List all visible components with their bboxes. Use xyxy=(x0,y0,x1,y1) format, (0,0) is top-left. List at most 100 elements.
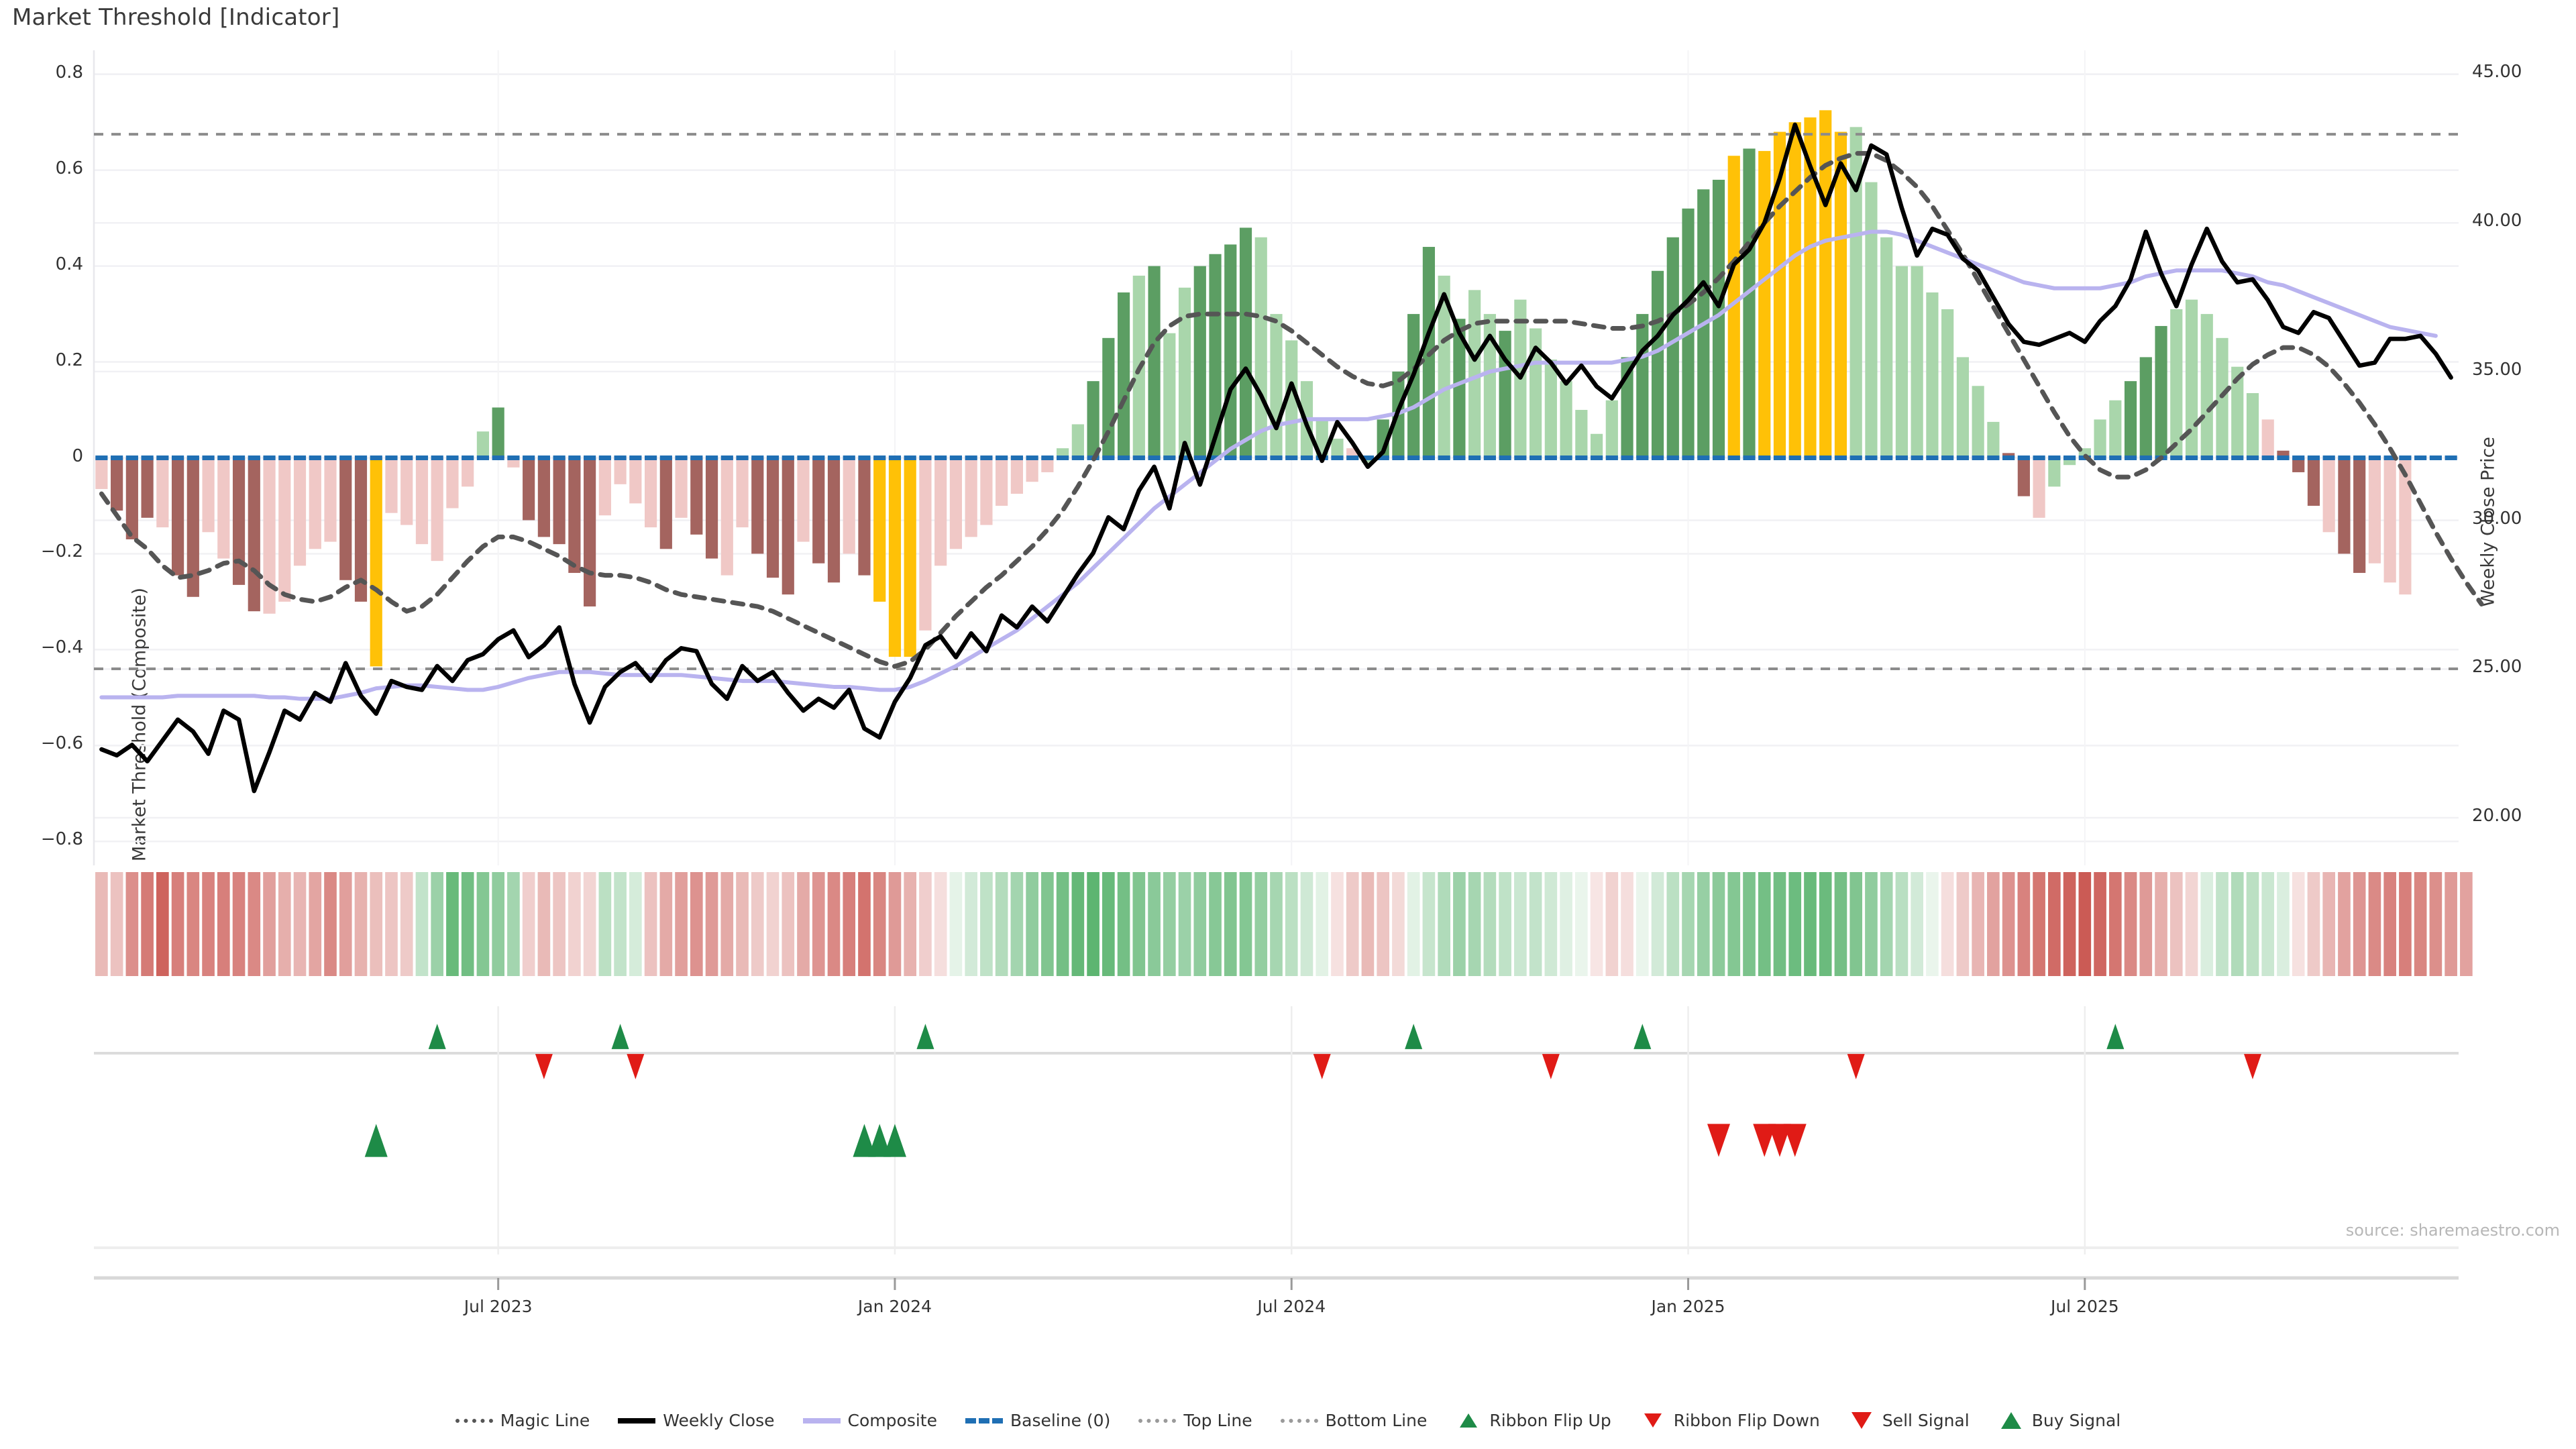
ribbon-cell xyxy=(1193,872,1207,976)
histogram-bar xyxy=(354,458,368,602)
histogram-bar xyxy=(1483,314,1496,458)
x-axis-tick: Jul 2025 xyxy=(2050,1297,2119,1316)
legend-label: Sell Signal xyxy=(1882,1411,1970,1430)
legend-item[interactable]: Buy Signal xyxy=(1998,1411,2121,1430)
histogram-bar xyxy=(293,458,307,566)
ribbon-cell xyxy=(2368,872,2381,976)
histogram-bar xyxy=(2338,458,2351,554)
histogram-bar xyxy=(2353,458,2366,574)
ribbon-cell xyxy=(1635,872,1649,976)
histogram-bar xyxy=(2399,458,2412,595)
ribbon-cell xyxy=(965,872,977,976)
ribbon-cell xyxy=(675,872,688,976)
source-watermark: source: sharemaestro.com xyxy=(2345,1221,2560,1240)
ribbon-cell xyxy=(1834,872,1847,976)
ribbon-cell xyxy=(125,872,139,976)
ribbon-cell xyxy=(507,872,520,976)
legend-item[interactable]: Bottom Line xyxy=(1280,1411,1427,1430)
histogram-bar xyxy=(1407,314,1420,458)
histogram-bar xyxy=(873,458,886,602)
legend-item[interactable]: Weekly Close xyxy=(618,1411,775,1430)
histogram-bar xyxy=(415,458,429,545)
histogram-bar xyxy=(1636,314,1649,458)
legend-item[interactable]: Magic Line xyxy=(455,1411,590,1430)
legend-item[interactable]: Composite xyxy=(802,1411,937,1430)
histogram-bar xyxy=(1331,438,1344,458)
legend-label: Ribbon Flip Down xyxy=(1673,1411,1820,1430)
histogram-bar xyxy=(1193,266,1206,458)
x-axis-tick: Jul 2024 xyxy=(1257,1297,1326,1316)
histogram-bar xyxy=(2170,309,2183,458)
ribbon-cell xyxy=(629,872,642,976)
histogram-bar xyxy=(1438,275,1450,458)
histogram-bar xyxy=(598,458,611,516)
x-axis-tick: Jul 2023 xyxy=(464,1297,533,1316)
histogram-bar xyxy=(614,458,627,484)
histogram-bar xyxy=(1727,156,1740,458)
ribbon-cell xyxy=(1621,872,1633,976)
histogram-bar xyxy=(1361,458,1375,463)
legend-line-swatch xyxy=(965,1414,1003,1428)
ribbon-cell xyxy=(1422,872,1436,976)
ribbon-cell xyxy=(1270,872,1283,976)
ribbon-cell xyxy=(1361,872,1375,976)
ribbon-cell xyxy=(537,872,551,976)
ribbon-cell xyxy=(1544,872,1558,976)
ribbon-cell xyxy=(2445,872,2457,976)
ribbon-cell xyxy=(1880,872,1893,976)
histogram-bar xyxy=(782,458,794,595)
ribbon-flip-down-marker xyxy=(1847,1054,1865,1079)
histogram-bar xyxy=(1254,237,1267,458)
histogram-bar xyxy=(2109,400,2122,458)
ribbon-cell xyxy=(1346,872,1359,976)
ribbon-cell xyxy=(766,872,780,976)
ribbon-cell xyxy=(1407,872,1420,976)
ribbon-cell xyxy=(110,872,123,976)
ribbon-cell xyxy=(263,872,276,976)
legend-item[interactable]: Baseline (0) xyxy=(965,1411,1110,1430)
ribbon-cell xyxy=(95,872,108,976)
ribbon-cell xyxy=(1987,872,2000,976)
histogram-bar xyxy=(2261,419,2274,458)
histogram-bar xyxy=(2246,393,2259,458)
legend-item[interactable]: Ribbon Flip Up xyxy=(1455,1411,1611,1430)
ribbon-cell xyxy=(1239,872,1252,976)
histogram-bar xyxy=(1010,458,1023,494)
ribbon-cell xyxy=(1941,872,1954,976)
histogram-bar xyxy=(462,458,474,487)
histogram-bar xyxy=(339,458,352,580)
legend-item[interactable]: Ribbon Flip Down xyxy=(1640,1411,1820,1430)
ribbon-cell xyxy=(2414,872,2427,976)
legend-item[interactable]: Top Line xyxy=(1138,1411,1252,1430)
y-axis-left-tick: −0.6 xyxy=(40,733,83,754)
legend-label: Magic Line xyxy=(500,1411,590,1430)
page-title: Market Threshold [Indicator] xyxy=(12,4,340,31)
ribbon-cell xyxy=(1956,872,1970,976)
histogram-bar xyxy=(171,458,184,576)
histogram-bar xyxy=(1026,458,1038,482)
histogram-bar xyxy=(2094,419,2106,458)
legend-item[interactable]: Sell Signal xyxy=(1848,1411,1970,1430)
ribbon-cell xyxy=(2231,872,2244,976)
histogram-bar xyxy=(1468,290,1481,458)
ribbon-cell xyxy=(492,872,504,976)
ribbon-cell xyxy=(1148,872,1161,976)
histogram-bar xyxy=(1117,292,1130,458)
histogram-bar xyxy=(1041,458,1054,472)
ribbon-cell xyxy=(1712,872,1725,976)
ribbon-cell xyxy=(278,872,291,976)
legend-line-swatch xyxy=(1280,1414,1318,1428)
legend-line-swatch xyxy=(802,1414,841,1428)
buy-signal-marker xyxy=(868,1124,892,1157)
ribbon-cell xyxy=(1209,872,1222,976)
ribbon-cell xyxy=(1651,872,1664,976)
histogram-bar xyxy=(644,458,657,528)
ribbon-cell xyxy=(751,872,764,976)
ribbon-cell xyxy=(385,872,398,976)
ribbon-cell xyxy=(339,872,352,976)
ribbon-cell xyxy=(2216,872,2229,976)
sell-signal-marker xyxy=(1783,1124,1807,1157)
ribbon-cell xyxy=(1178,872,1191,976)
ribbon-cell xyxy=(1529,872,1542,976)
